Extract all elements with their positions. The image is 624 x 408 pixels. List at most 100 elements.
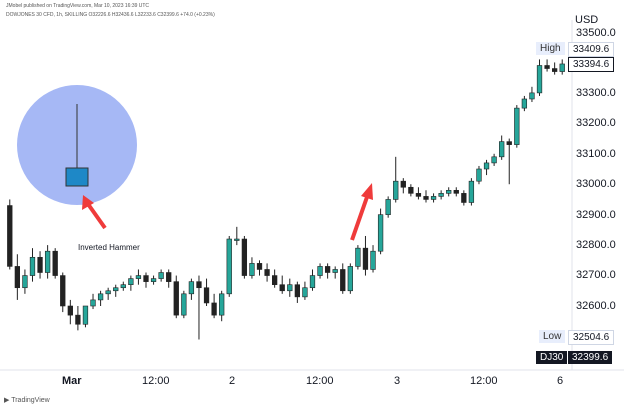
candle-body-down[interactable]	[14, 266, 20, 289]
candle-body-down[interactable]	[453, 190, 459, 194]
candle-body-down[interactable]	[143, 275, 149, 282]
candle-body-up[interactable]	[309, 275, 316, 289]
right-arrow-shaft	[350, 196, 369, 241]
candle-body-down[interactable]	[7, 205, 13, 267]
candle-body-up[interactable]	[105, 290, 111, 295]
candle-body-up[interactable]	[97, 293, 104, 301]
candle-body-down[interactable]	[324, 266, 331, 273]
candle-body-up[interactable]	[188, 281, 195, 295]
symbol-line: DOWJONES 30 CFD, 1h, SKILLING O32226.6 H…	[6, 12, 215, 18]
candle-body-up[interactable]	[355, 247, 361, 267]
tradingview-icon: ▶	[4, 397, 12, 404]
candle-body-down[interactable]	[264, 269, 270, 276]
candle-body-down[interactable]	[272, 275, 278, 285]
candle-body-up[interactable]	[370, 250, 376, 270]
candle-body-up[interactable]	[559, 63, 565, 72]
x-tick-1200-b: 12:00	[306, 375, 334, 387]
candle-body-down[interactable]	[544, 65, 550, 69]
low-label: Low	[539, 330, 566, 343]
candle-body-up[interactable]	[128, 278, 134, 285]
x-tick-2: 2	[229, 375, 236, 387]
candle-body-up[interactable]	[514, 107, 520, 145]
candle-body-up[interactable]	[120, 284, 126, 289]
candle-body-down[interactable]	[211, 302, 217, 316]
candle-body-up[interactable]	[302, 287, 308, 298]
candle-body-down[interactable]	[60, 275, 66, 307]
candle-body-up[interactable]	[332, 269, 338, 273]
candle-body-up[interactable]	[385, 199, 391, 215]
candle-body-up[interactable]	[377, 214, 384, 252]
candle-body-up[interactable]	[234, 238, 240, 241]
candle-body-down[interactable]	[408, 186, 414, 194]
candle-body-down[interactable]	[173, 281, 179, 316]
y-tick-33500: 33500.0	[576, 27, 616, 39]
candle-body-up[interactable]	[150, 278, 157, 282]
candle-body-up[interactable]	[476, 168, 482, 182]
y-tick-33000: 33000.0	[576, 178, 616, 190]
candle-body-down[interactable]	[294, 284, 300, 298]
candle-body-up[interactable]	[249, 263, 255, 276]
candle-body-down[interactable]	[279, 284, 285, 292]
candle-body-up[interactable]	[226, 238, 232, 295]
tradingview-brand: TradingView	[11, 397, 50, 404]
candle-body-down[interactable]	[340, 269, 346, 292]
candle-body-up[interactable]	[317, 266, 323, 276]
candle-body-up[interactable]	[491, 156, 497, 164]
candle-body-up[interactable]	[430, 196, 437, 200]
candle-body-down[interactable]	[75, 314, 81, 325]
candle-body-up[interactable]	[113, 287, 119, 292]
x-tick-1200-a: 12:00	[142, 375, 170, 387]
candle-body-up[interactable]	[29, 256, 36, 276]
candle-body-up[interactable]	[393, 180, 399, 200]
candle-body-down[interactable]	[362, 247, 369, 270]
annotation-label: Inverted Hammer	[78, 243, 140, 252]
candle-body-up[interactable]	[347, 266, 353, 292]
candle-body-up[interactable]	[82, 305, 89, 325]
candle-body-down[interactable]	[241, 238, 248, 276]
candle-body-up[interactable]	[22, 275, 28, 289]
candle-body-down[interactable]	[37, 256, 43, 273]
candle-body-down[interactable]	[552, 68, 558, 72]
y-tick-32700: 32700.0	[576, 269, 616, 281]
candle-body-up[interactable]	[135, 275, 142, 279]
candle-body-up[interactable]	[529, 92, 535, 100]
x-tick-mar: Mar	[62, 375, 82, 387]
y-tick-33200: 33200.0	[576, 117, 616, 129]
candle-body-down[interactable]	[400, 180, 406, 188]
candle-body-up[interactable]	[44, 250, 51, 273]
high-value: 33409.6	[568, 42, 615, 57]
candle-body-down[interactable]	[415, 193, 422, 197]
candle-body-up[interactable]	[287, 284, 293, 292]
candle-body-up[interactable]	[536, 65, 543, 94]
candle-body-up[interactable]	[438, 193, 444, 197]
current-price-tag: 33394.6	[568, 57, 615, 72]
candle-body-down[interactable]	[166, 272, 172, 282]
candle-body-up[interactable]	[158, 272, 164, 279]
candle-body-up[interactable]	[181, 293, 187, 316]
candle-body-down[interactable]	[256, 263, 263, 270]
x-tick-6: 6	[557, 375, 564, 387]
right-arrow-head-icon	[361, 183, 373, 200]
candle-body-up[interactable]	[499, 141, 505, 158]
candle-body-up[interactable]	[521, 98, 528, 109]
candle-body-down[interactable]	[67, 305, 73, 316]
candle-body-down[interactable]	[461, 193, 467, 203]
candle-body-down[interactable]	[52, 250, 58, 276]
candle-body-up[interactable]	[483, 162, 490, 170]
x-tick-3: 3	[394, 375, 401, 387]
low-value: 32504.6	[568, 330, 615, 345]
y-tick-32600: 32600.0	[576, 300, 616, 312]
candle-body-up[interactable]	[446, 190, 452, 194]
tradingview-logo[interactable]: ▶ TradingView	[4, 396, 50, 404]
candle-body-down[interactable]	[203, 287, 210, 304]
candle-body-down[interactable]	[506, 141, 512, 145]
currency-label[interactable]: USD	[575, 14, 599, 26]
candle-body-up[interactable]	[219, 293, 225, 316]
candle-body-up[interactable]	[90, 299, 96, 307]
candle-body-down[interactable]	[423, 196, 429, 200]
candle-body-down[interactable]	[196, 281, 202, 289]
high-label: High	[536, 42, 565, 55]
candle-body-up[interactable]	[468, 180, 475, 203]
